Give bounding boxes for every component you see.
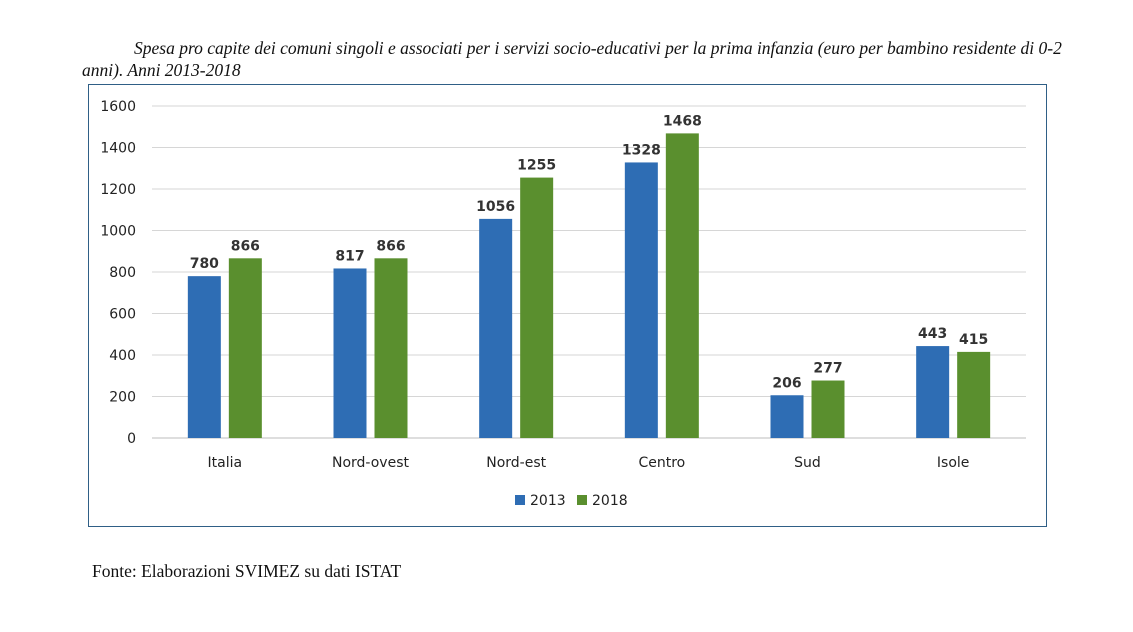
x-category-label: Nord-est — [486, 455, 546, 471]
y-tick-label: 1600 — [100, 99, 136, 115]
bar-2013-isole — [916, 346, 950, 438]
y-tick-label: 600 — [109, 307, 136, 323]
legend-label: 2018 — [592, 493, 628, 509]
data-label: 415 — [959, 332, 988, 348]
x-category-label: Sud — [794, 455, 821, 471]
data-label: 277 — [813, 361, 842, 377]
data-label: 1056 — [476, 199, 515, 215]
bar-2013-nord-est — [479, 218, 513, 438]
x-category-label: Italia — [208, 455, 243, 471]
data-label: 443 — [918, 326, 947, 342]
bar-2018-centro — [665, 133, 699, 438]
source-note: Fonte: Elaborazioni SVIMEZ su dati ISTAT — [92, 561, 402, 581]
y-tick-label: 800 — [109, 265, 136, 281]
data-label: 1468 — [663, 113, 702, 129]
gridlines — [152, 105, 1026, 439]
data-label: 1255 — [517, 158, 556, 174]
y-tick-label: 1200 — [100, 182, 136, 198]
legend-swatch-2018 — [577, 495, 587, 505]
bars — [187, 133, 991, 438]
y-tick-label: 0 — [127, 431, 136, 447]
chart-frame — [88, 84, 1047, 527]
y-tick-label: 1400 — [100, 141, 136, 157]
data-label: 780 — [190, 256, 219, 272]
y-tick-label: 400 — [109, 348, 136, 364]
bar-2018-isole — [957, 351, 991, 438]
legend-label: 2013 — [530, 493, 566, 509]
data-label: 817 — [335, 248, 364, 264]
y-axis-ticks: 0 200 400 600 800 1000 1200 1400 1600 — [100, 99, 136, 447]
legend-swatch-2013 — [515, 495, 525, 505]
x-category-label: Nord-ovest — [332, 455, 410, 471]
data-label: 866 — [231, 238, 260, 254]
bar-2013-nord-ovest — [333, 268, 367, 438]
x-category-label: Centro — [638, 455, 685, 471]
data-label: 1328 — [622, 142, 661, 158]
y-tick-label: 1000 — [100, 224, 136, 240]
data-label: 866 — [376, 238, 405, 254]
y-tick-label: 200 — [109, 390, 136, 406]
bar-2018-italia — [228, 258, 262, 438]
bar-2018-nord-est — [520, 177, 554, 438]
bar-2013-sud — [770, 395, 804, 438]
bar-2013-italia — [187, 276, 221, 438]
x-axis-categories: Italia Nord-ovest Nord-est Centro Sud Isole — [208, 455, 970, 471]
data-label: 206 — [772, 375, 801, 391]
x-category-label: Isole — [937, 455, 970, 471]
legend: 2013 2018 — [515, 493, 628, 509]
bar-2018-sud — [811, 380, 845, 438]
bar-2018-nord-ovest — [374, 258, 408, 438]
bar-2013-centro — [624, 162, 658, 438]
chart-title: Spesa pro capite dei comuni singoli e as… — [82, 38, 1062, 80]
